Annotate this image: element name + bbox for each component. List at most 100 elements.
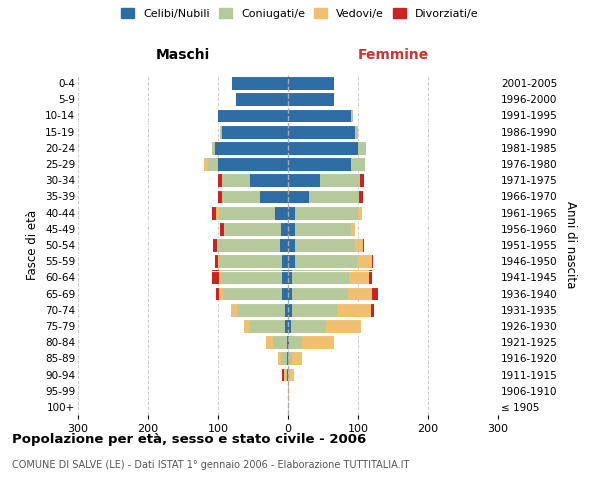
Bar: [272, 336, 287, 349]
Bar: [288, 108, 351, 122]
Bar: [288, 157, 351, 171]
Bar: [285, 368, 287, 382]
Bar: [220, 222, 224, 235]
Bar: [216, 286, 220, 300]
Bar: [292, 352, 302, 365]
Bar: [221, 190, 260, 203]
Bar: [356, 254, 372, 268]
Bar: [220, 206, 275, 220]
Bar: [218, 174, 221, 187]
Bar: [204, 157, 208, 171]
Bar: [359, 190, 363, 203]
Bar: [363, 238, 364, 252]
Bar: [288, 336, 289, 349]
Text: COMUNE DI SALVE (LE) - Dati ISTAT 1° gennaio 2006 - Elaborazione TUTTITALIA.IT: COMUNE DI SALVE (LE) - Dati ISTAT 1° gen…: [12, 460, 409, 470]
Bar: [218, 190, 221, 203]
Bar: [288, 141, 358, 154]
Bar: [212, 270, 218, 284]
Bar: [217, 238, 218, 252]
Bar: [215, 254, 218, 268]
Bar: [218, 108, 288, 122]
Y-axis label: Anni di nascita: Anni di nascita: [565, 202, 577, 288]
Bar: [287, 352, 288, 365]
Bar: [266, 336, 272, 349]
Bar: [287, 368, 288, 382]
Bar: [302, 336, 334, 349]
Bar: [250, 174, 288, 187]
Bar: [291, 319, 326, 333]
Bar: [288, 303, 292, 316]
Bar: [220, 125, 221, 138]
Bar: [288, 270, 292, 284]
Bar: [288, 222, 295, 235]
Bar: [351, 157, 365, 171]
Bar: [288, 286, 292, 300]
Text: Maschi: Maschi: [156, 48, 210, 62]
Bar: [288, 190, 309, 203]
Bar: [237, 303, 284, 316]
Bar: [287, 336, 288, 349]
Bar: [288, 206, 295, 220]
Bar: [218, 270, 221, 284]
Bar: [220, 286, 223, 300]
Bar: [288, 368, 293, 382]
Bar: [221, 174, 250, 187]
Bar: [281, 222, 288, 235]
Bar: [221, 270, 283, 284]
Bar: [295, 206, 358, 220]
Bar: [368, 270, 372, 284]
Bar: [288, 384, 289, 398]
Bar: [360, 174, 364, 187]
Bar: [218, 157, 288, 171]
Bar: [232, 303, 237, 316]
Bar: [223, 286, 283, 300]
Bar: [275, 206, 288, 220]
Bar: [277, 352, 281, 365]
Bar: [218, 254, 220, 268]
Bar: [326, 319, 361, 333]
Bar: [320, 174, 360, 187]
Bar: [349, 270, 368, 284]
Bar: [295, 254, 356, 268]
Bar: [288, 92, 334, 106]
Bar: [280, 238, 288, 252]
Bar: [212, 141, 215, 154]
Bar: [292, 286, 347, 300]
Legend: Celibi/Nubili, Coniugati/e, Vedovi/e, Divorziati/e: Celibi/Nubili, Coniugati/e, Vedovi/e, Di…: [119, 6, 481, 21]
Bar: [309, 190, 359, 203]
Bar: [295, 238, 355, 252]
Bar: [213, 238, 217, 252]
Bar: [288, 174, 320, 187]
Bar: [288, 254, 295, 268]
Bar: [215, 141, 288, 154]
Bar: [337, 303, 371, 316]
Bar: [288, 238, 295, 252]
Bar: [292, 270, 349, 284]
Bar: [347, 286, 372, 300]
Bar: [288, 352, 292, 365]
Bar: [292, 303, 337, 316]
Bar: [212, 206, 216, 220]
Bar: [288, 125, 355, 138]
Bar: [283, 286, 288, 300]
Bar: [355, 125, 358, 138]
Bar: [358, 141, 367, 154]
Text: Femmine: Femmine: [358, 48, 428, 62]
Bar: [283, 254, 288, 268]
Bar: [284, 303, 288, 316]
Bar: [221, 125, 288, 138]
Bar: [372, 286, 377, 300]
Bar: [283, 368, 284, 382]
Bar: [289, 336, 302, 349]
Bar: [232, 76, 288, 90]
Bar: [284, 319, 288, 333]
Bar: [220, 254, 283, 268]
Text: Popolazione per età, sesso e stato civile - 2006: Popolazione per età, sesso e stato civil…: [12, 432, 366, 446]
Bar: [216, 206, 220, 220]
Bar: [244, 319, 250, 333]
Bar: [281, 352, 287, 365]
Bar: [355, 238, 363, 252]
Y-axis label: Fasce di età: Fasce di età: [26, 210, 40, 280]
Bar: [372, 254, 373, 268]
Bar: [283, 270, 288, 284]
